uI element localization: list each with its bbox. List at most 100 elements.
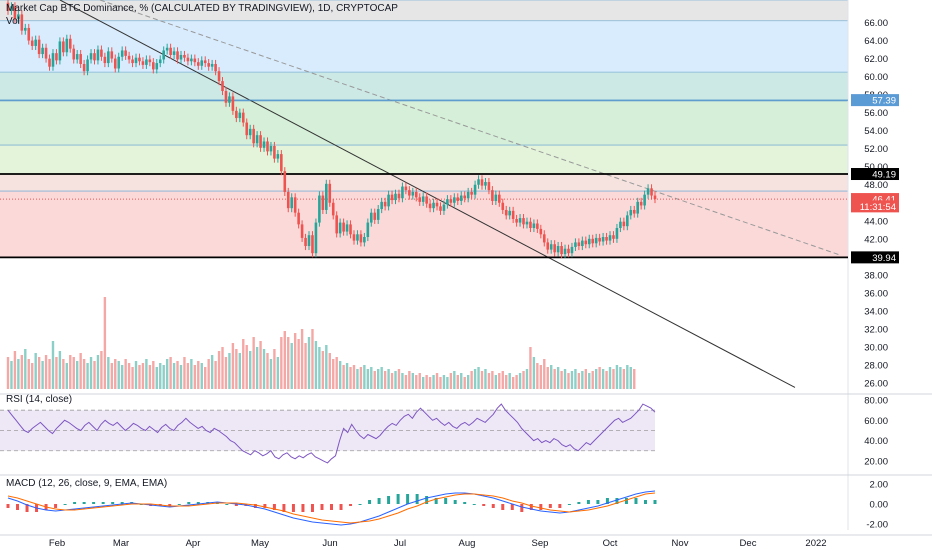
price-tag-3: 11:31:54 [860,202,896,213]
macd-hist-bar [577,502,581,504]
candle-body [176,51,179,60]
candle-body [124,50,127,56]
volume-bar [93,361,96,389]
candle-body [629,209,633,216]
volume-bar [297,339,300,389]
macd-hist-bar [624,498,628,504]
rsi-tick-1: 60.00 [864,416,888,427]
candle-body [23,27,27,31]
fib-zone-6 [0,191,848,258]
time-tick-4: Jun [322,538,337,549]
volume-bar [204,367,207,389]
macd-hist-bar [168,504,172,506]
macd-hist-bar [25,504,29,512]
macd-hist-bar [111,502,115,504]
rsi-tick-3: 20.00 [864,456,888,467]
candle-body [241,112,245,123]
volume-bar [401,373,404,389]
macd-hist-bar [330,504,333,510]
candle-body [148,59,152,63]
candle-body [276,154,280,159]
candle-body [446,199,449,205]
macd-hist-bar [272,504,276,510]
volume-bar [522,371,525,389]
candle-body [594,237,598,244]
candle-body [532,223,536,228]
volume-bar [165,359,169,389]
volume-bar [231,343,235,389]
candle-body [619,221,622,228]
candle-body [145,59,148,65]
candle-body [304,237,307,247]
volume-bar [563,369,567,389]
price-tag-2: 46.41 [872,195,896,206]
time-axis[interactable]: Feb Mar Apr May Jun Jul Aug Sep Oct Nov Dec 2022 [0,534,932,549]
volume-bar [75,361,79,389]
time-tick-6: Aug [459,538,476,549]
volume-bar [214,361,217,389]
candle-body [17,14,20,19]
candle-body [581,240,584,247]
volume-bar [82,359,86,389]
volume-bar [41,361,44,389]
candle-body [459,195,463,201]
time-tick-7: Sep [532,538,549,549]
candle-body [349,224,352,235]
candle-body [96,49,100,61]
candle-body [196,62,200,66]
time-tick-11: 2022 [805,538,826,549]
macd-hist-bar [177,504,181,505]
volume-bar [300,329,304,389]
candle-body [259,135,262,148]
candle-body [518,218,522,223]
rsi-tick-2: 40.00 [864,436,888,447]
candle-body [331,202,335,216]
volume-bar [435,373,439,389]
candle-body [484,182,487,186]
candle-body [165,47,169,51]
macd-tick-1: 0.00 [870,500,889,511]
macd-hist-bar [310,504,314,512]
candle-body [207,63,210,67]
price-tick-15: 34.00 [864,306,888,317]
fib-zone-0 [0,0,848,21]
volume-bar [79,353,82,389]
volume-bar [615,365,619,389]
candle-body [567,248,570,254]
candle-body [536,223,539,229]
candle-body [134,57,138,64]
volume-bar [511,377,515,389]
candle-body [570,246,574,254]
candle-body [546,242,550,250]
time-tick-2: Apr [186,538,201,549]
candle-body [470,191,473,195]
fib-zone-4 [0,145,848,175]
macd-label: MACD (12, 26, close, 9, EMA, EMA) [6,478,167,489]
volume-bar [359,367,363,389]
trendlines [59,0,841,388]
candle-body [494,194,498,201]
volume-bar [273,349,276,389]
candle-body [262,141,266,148]
volume-bar [242,339,245,389]
candle-body [110,51,114,59]
candle-body [325,183,328,210]
candle-body [158,59,162,64]
volume-bar [287,337,290,389]
candle-body [574,242,577,247]
candle-body [498,194,501,203]
price-tag-bg-0 [851,94,899,107]
price-tick-2: 62.00 [864,54,888,65]
volume-bar [186,363,190,389]
candle-body [508,210,511,216]
candle-body [553,244,556,253]
macd-hist-bar [596,500,600,504]
volume-bar [397,369,401,389]
candle-body [269,145,273,152]
volume-bar [567,373,570,389]
volume-bar [179,365,183,389]
volume-bar [466,375,470,389]
macd-hist-bar [349,504,353,506]
volume-bar [183,357,186,389]
